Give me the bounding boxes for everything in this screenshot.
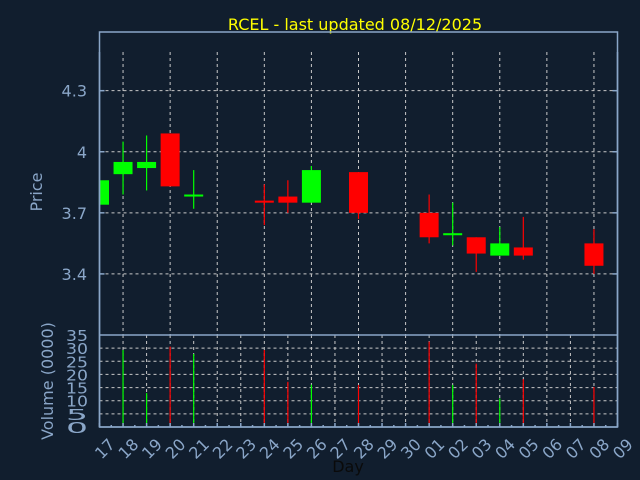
price-tick-label: 4.3 xyxy=(62,82,87,101)
candle-body-03 xyxy=(466,237,486,254)
candle-body-19 xyxy=(137,161,157,169)
price-tick-label: 3.7 xyxy=(62,204,87,223)
volume-tick-label: 25 xyxy=(66,353,88,371)
candle-body-24 xyxy=(254,200,274,203)
candle-body-17 xyxy=(99,180,109,205)
volume-axis-label: Volume (0000) xyxy=(38,322,57,440)
volume-tick-label: 35 xyxy=(66,327,88,345)
x-axis-label: Day xyxy=(332,457,364,476)
candle-body-08 xyxy=(584,243,604,266)
candle-body-05 xyxy=(513,247,533,256)
y-axis-label: Price xyxy=(27,172,46,211)
volume-tick-label: 30 xyxy=(66,340,88,358)
candle-body-02 xyxy=(443,233,463,236)
candle-body-25 xyxy=(278,196,298,203)
chart-title: RCEL - last updated 08/12/2025 xyxy=(228,15,482,34)
volume-tick-label: 20 xyxy=(66,366,88,384)
price-tick-label: 3.4 xyxy=(62,265,87,284)
volume-tick-label: 15 xyxy=(66,380,88,398)
candle-body-18 xyxy=(113,161,133,175)
candle-body-01 xyxy=(419,212,439,238)
volume-tick-label: 0 xyxy=(66,419,88,437)
candle-body-21 xyxy=(184,194,204,197)
x-tick-label: 09 xyxy=(609,435,637,463)
candle-body-20 xyxy=(160,133,180,187)
candle-body-04 xyxy=(490,243,510,256)
price-tick-label: 4 xyxy=(77,143,87,162)
volume-tick-label: 5 xyxy=(66,406,88,424)
volume-tick-label: 10 xyxy=(66,393,88,411)
candle-body-28 xyxy=(349,172,368,213)
candle-body-26 xyxy=(301,170,321,203)
